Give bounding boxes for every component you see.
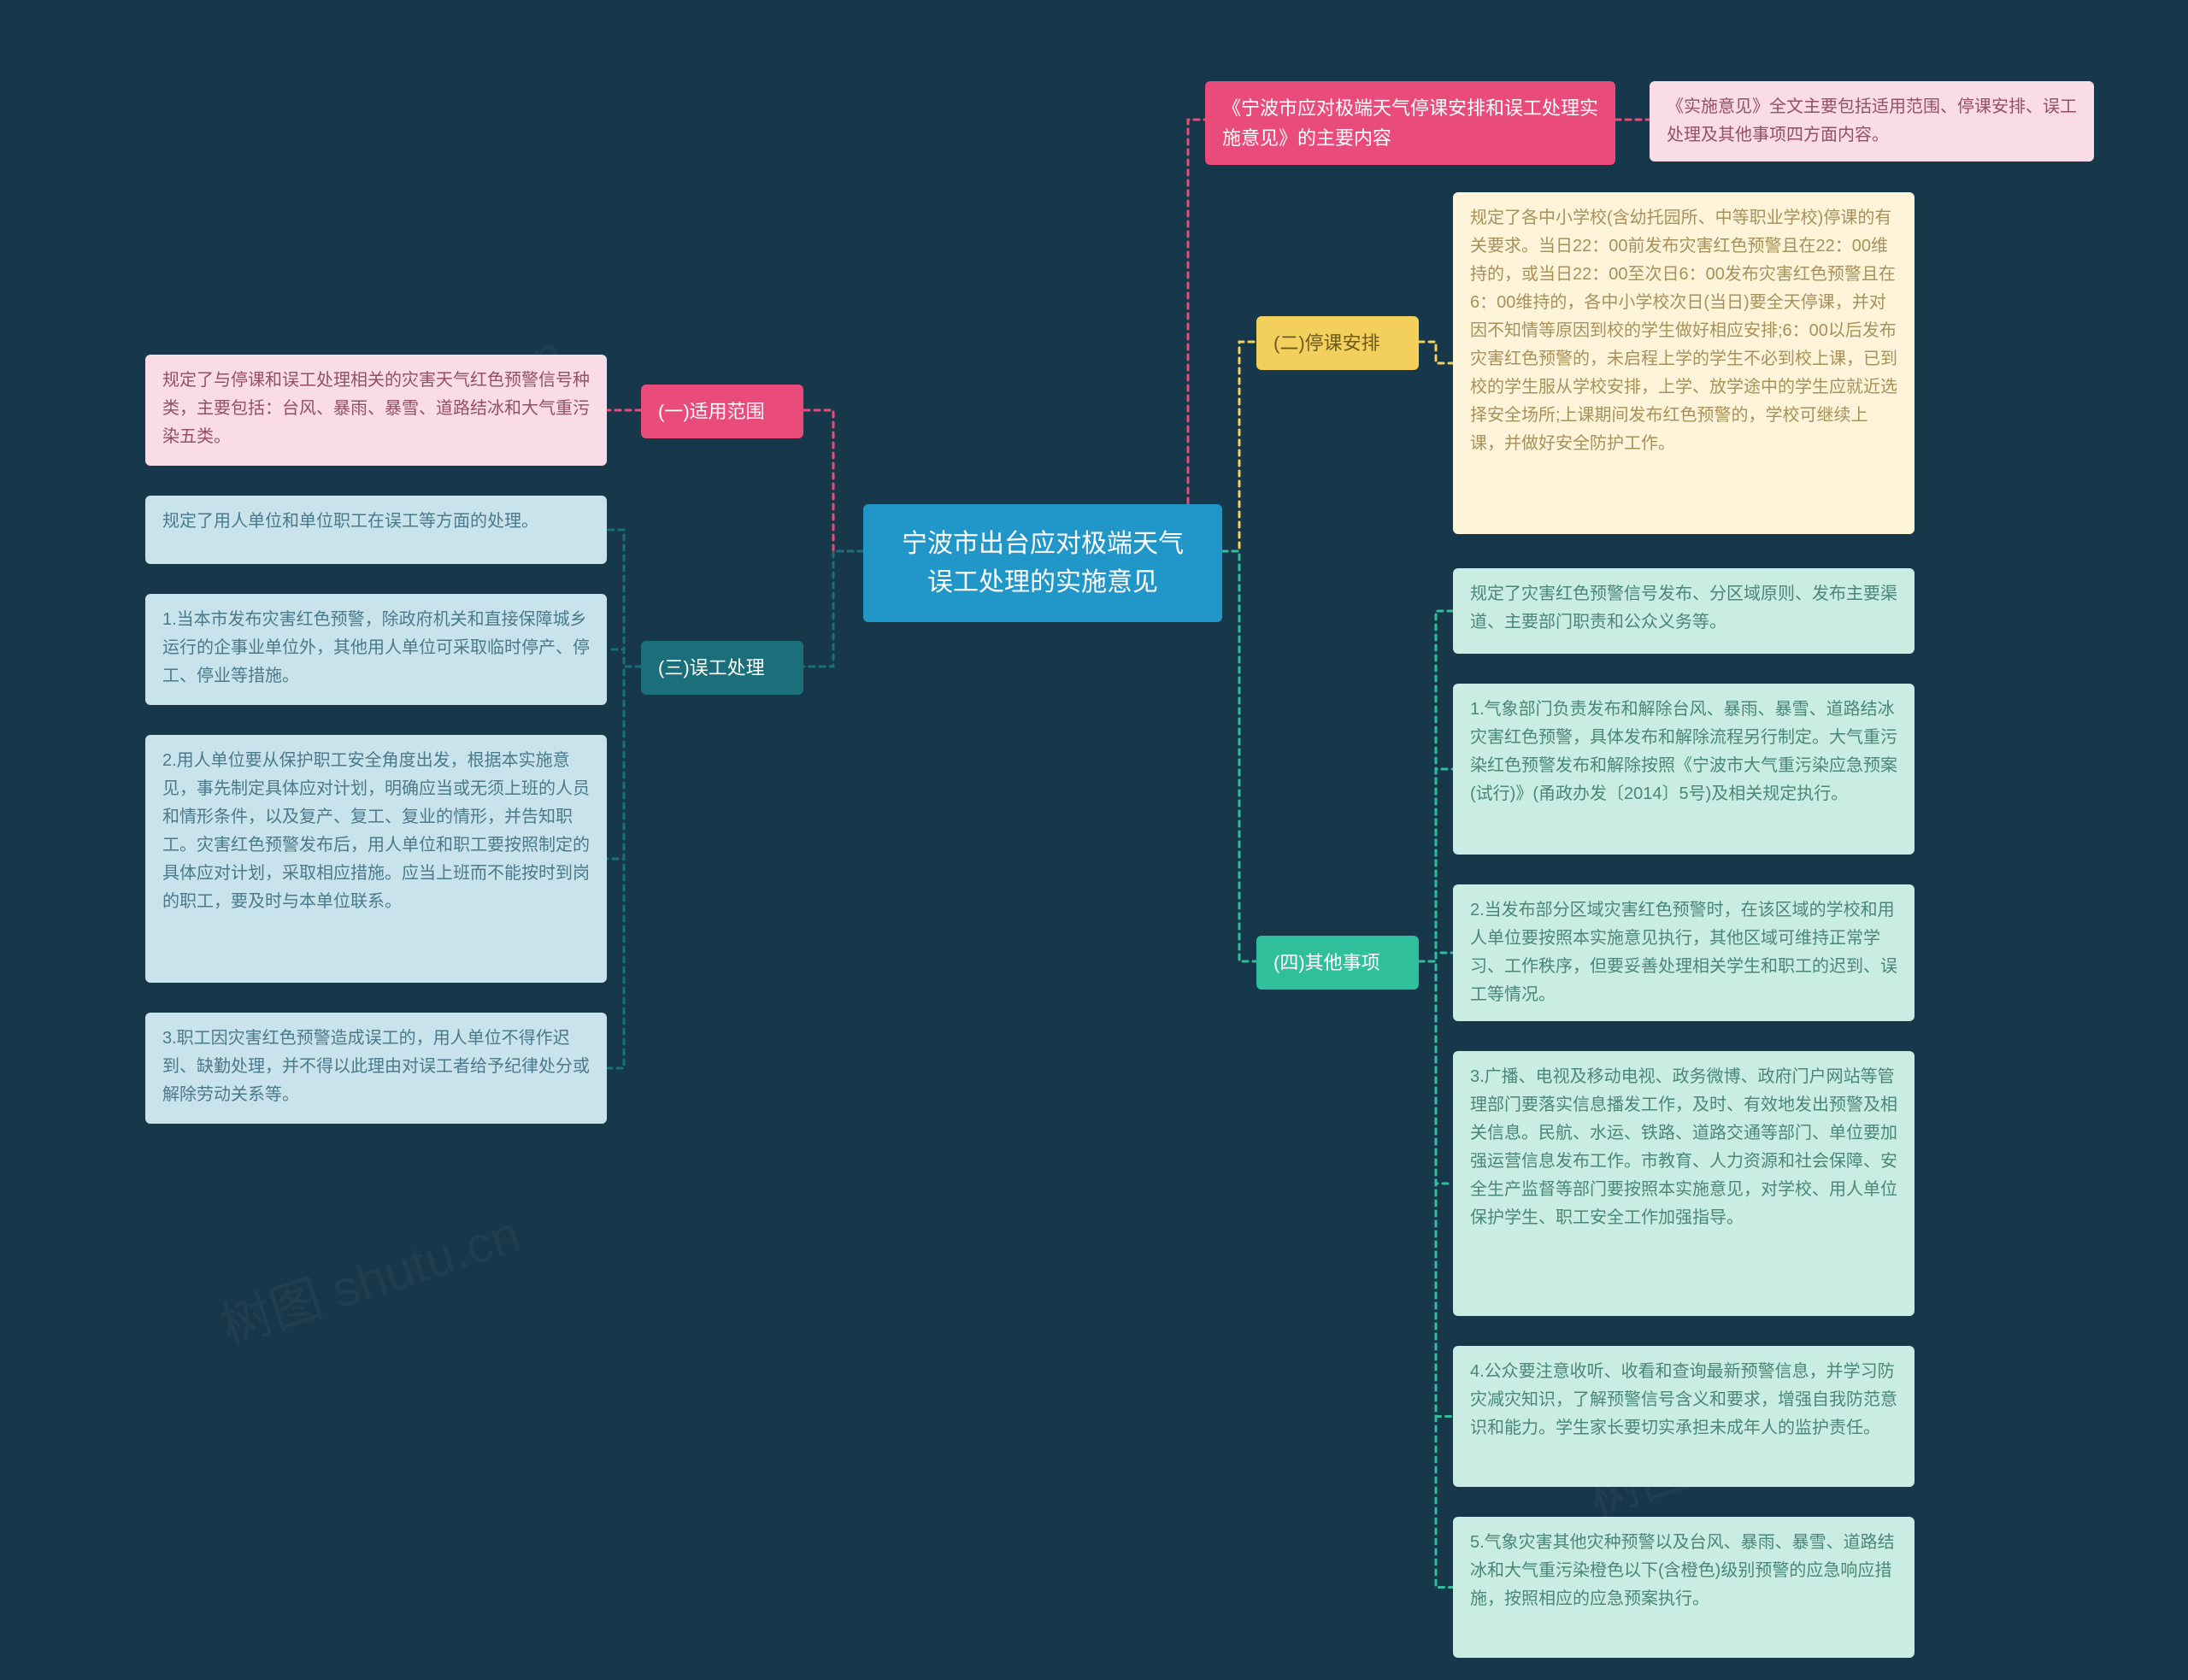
branch3-detail-2: 2.用人单位要从保护职工安全角度出发，根据本实施意见，事先制定具体应对计划，明确… xyxy=(145,735,607,983)
branch2-label: (二)停课安排 xyxy=(1256,316,1419,370)
branch4-detail-0: 规定了灾害红色预警信号发布、分区域原则、发布主要渠道、主要部门职责和公众义务等。 xyxy=(1453,568,1914,654)
branch1-label: (一)适用范围 xyxy=(641,385,803,438)
branch3-detail-0: 规定了用人单位和单位职工在误工等方面的处理。 xyxy=(145,496,607,564)
watermark: 树图 shutu.cn xyxy=(209,1193,528,1360)
branch1-detail: 规定了与停课和误工处理相关的灾害天气红色预警信号种类，主要包括：台风、暴雨、暴雪… xyxy=(145,355,607,466)
branch2-detail: 规定了各中小学校(含幼托园所、中等职业学校)停课的有关要求。当日22：00前发布… xyxy=(1453,192,1914,534)
branch3-label: (三)误工处理 xyxy=(641,641,803,695)
branch3-detail-3: 3.职工因灾害红色预警造成误工的，用人单位不得作迟到、缺勤处理，并不得以此理由对… xyxy=(145,1013,607,1124)
branch4-detail-3: 3.广播、电视及移动电视、政务微博、政府门户网站等管理部门要落实信息播发工作，及… xyxy=(1453,1051,1914,1316)
center-node: 宁波市出台应对极端天气误工处理的实施意见 xyxy=(863,504,1222,622)
branch4-label: (四)其他事项 xyxy=(1256,936,1419,990)
branch4-detail-2: 2.当发布部分区域灾害红色预警时，在该区域的学校和用人单位要按照本实施意见执行，… xyxy=(1453,884,1914,1021)
branch4-detail-1: 1.气象部门负责发布和解除台风、暴雨、暴雪、道路结冰灾害红色预警，具体发布和解除… xyxy=(1453,684,1914,855)
intro-label: 《宁波市应对极端天气停课安排和误工处理实施意见》的主要内容 xyxy=(1205,81,1615,165)
branch4-detail-5: 5.气象灾害其他灾种预警以及台风、暴雨、暴雪、道路结冰和大气重污染橙色以下(含橙… xyxy=(1453,1517,1914,1658)
intro-detail: 《实施意见》全文主要包括适用范围、停课安排、误工处理及其他事项四方面内容。 xyxy=(1650,81,2094,162)
branch3-detail-1: 1.当本市发布灾害红色预警，除政府机关和直接保障城乡运行的企事业单位外，其他用人… xyxy=(145,594,607,705)
branch4-detail-4: 4.公众要注意收听、收看和查询最新预警信息，并学习防灾减灾知识，了解预警信号含义… xyxy=(1453,1346,1914,1487)
